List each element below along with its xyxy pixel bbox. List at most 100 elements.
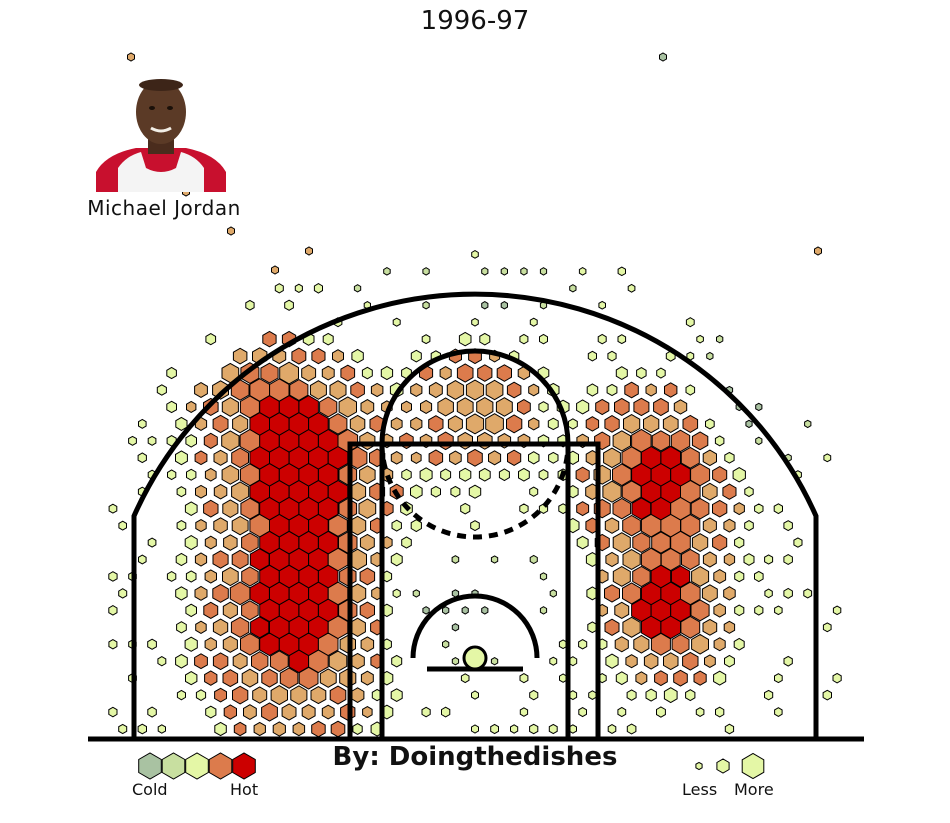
shot-hex-125 [360, 636, 375, 653]
shot-hex-315 [108, 503, 118, 514]
shot-hex-625 [627, 283, 636, 293]
shot-hex-242 [212, 550, 229, 569]
shot-hex-18 [607, 724, 617, 734]
shot-hex-597 [322, 332, 334, 346]
shot-hex-190 [212, 583, 229, 603]
shot-hex-370 [744, 486, 754, 498]
shot-hex-101 [451, 657, 460, 666]
shot-hex-298 [328, 514, 348, 537]
shot-hex-20 [724, 723, 735, 735]
shot-hex-254 [529, 554, 538, 565]
shot-hex-492 [643, 414, 660, 434]
shot-hex-159 [108, 605, 118, 616]
shot-hex-463 [670, 429, 691, 453]
shot-hex-608 [392, 317, 401, 327]
shot-hex-156 [702, 618, 718, 636]
shot-hex-186 [832, 605, 842, 616]
shot-hex-8 [311, 720, 326, 738]
hoop [462, 645, 488, 671]
shot-hex-432 [724, 451, 735, 464]
shot-hex-253 [490, 555, 499, 564]
shot-hex-613 [284, 299, 294, 311]
shot-hex-269 [223, 534, 238, 551]
shot-hex-307 [622, 514, 641, 537]
shot-hex-581 [351, 348, 364, 364]
shot-hex-482 [447, 415, 463, 433]
shot-hex-21 [108, 706, 118, 718]
shot-hex-547 [586, 383, 599, 397]
shot-hex-476 [328, 413, 348, 435]
shot-hex-234 [670, 565, 691, 588]
shot-hex-141 [230, 616, 250, 638]
shot-hex-47 [270, 685, 288, 706]
shot-hex-460 [612, 430, 631, 452]
shot-hex-528 [194, 382, 208, 398]
credit-label: By: Doingthedishes [332, 742, 618, 772]
shot-hex-418 [449, 450, 462, 466]
shot-hex-292 [213, 517, 228, 534]
shot-hex-562 [361, 366, 373, 380]
shot-hex-127 [442, 640, 450, 649]
shot-hex-43 [195, 689, 207, 701]
shot-hex-520 [595, 398, 610, 416]
shot-hex-132 [633, 634, 650, 654]
shot-hex-438 [185, 434, 197, 448]
shot-hex-592 [706, 351, 714, 361]
shot-hex-34 [441, 706, 451, 718]
shot-hex-83 [673, 669, 688, 687]
shot-hex-328 [460, 502, 471, 515]
shot-hex-40 [715, 706, 725, 718]
shot-hex-188 [175, 586, 188, 601]
shot-hex-142 [250, 616, 270, 639]
shot-hex-529 [212, 380, 229, 400]
shot-hex-219 [204, 569, 217, 584]
shot-hex-26 [261, 702, 278, 722]
shot-hex-602 [539, 333, 548, 345]
shot-hex-633 [617, 266, 626, 277]
shot-hex-14 [510, 724, 519, 734]
shot-hex-403 [137, 452, 147, 464]
shot-hex-119 [240, 632, 260, 656]
shot-hex-511 [420, 399, 433, 414]
shot-hex-507 [338, 396, 357, 418]
shot-hex-558 [279, 361, 299, 385]
shot-hex-535 [329, 380, 347, 400]
shot-hex-447 [359, 431, 376, 451]
shot-hex-135 [691, 633, 709, 655]
shot-hex-100 [391, 654, 403, 668]
far-shot-hex-3 [227, 226, 235, 236]
shot-hex-599 [458, 331, 472, 347]
shot-hex-45 [232, 685, 249, 705]
inner-lane [379, 441, 571, 742]
shot-hex-548 [606, 383, 618, 397]
shot-hex-622 [313, 283, 323, 294]
shot-hex-140 [212, 618, 229, 637]
shot-hex-606 [716, 334, 724, 344]
shot-hex-483 [465, 413, 485, 435]
shot-hex-65 [185, 671, 198, 686]
shot-hex-560 [321, 365, 335, 381]
shot-hex-508 [360, 399, 375, 415]
shot-hex-59 [645, 688, 657, 702]
shot-hex-631 [539, 267, 548, 276]
shot-hex-318 [222, 499, 239, 518]
legend [138, 752, 765, 780]
chart-title: 1996-97 [420, 6, 530, 36]
shot-hex-634 [471, 250, 479, 259]
shot-hex-419 [467, 448, 483, 467]
shot-hex-36 [578, 707, 587, 718]
shot-hex-182 [713, 603, 726, 618]
shot-hex-603 [597, 333, 607, 345]
shot-hex-496 [745, 419, 753, 429]
shot-hex-281 [612, 532, 631, 553]
shot-hex-107 [643, 652, 659, 670]
shot-hex-87 [832, 672, 842, 684]
shot-hex-338 [690, 497, 710, 520]
shot-hex-171 [422, 606, 430, 615]
shot-hex-431 [702, 449, 717, 467]
legend-color-swatch-3 [208, 752, 233, 780]
far-shot-hex-4 [305, 246, 313, 256]
shot-hex-157 [723, 620, 736, 634]
shot-hex-290 [176, 520, 187, 532]
